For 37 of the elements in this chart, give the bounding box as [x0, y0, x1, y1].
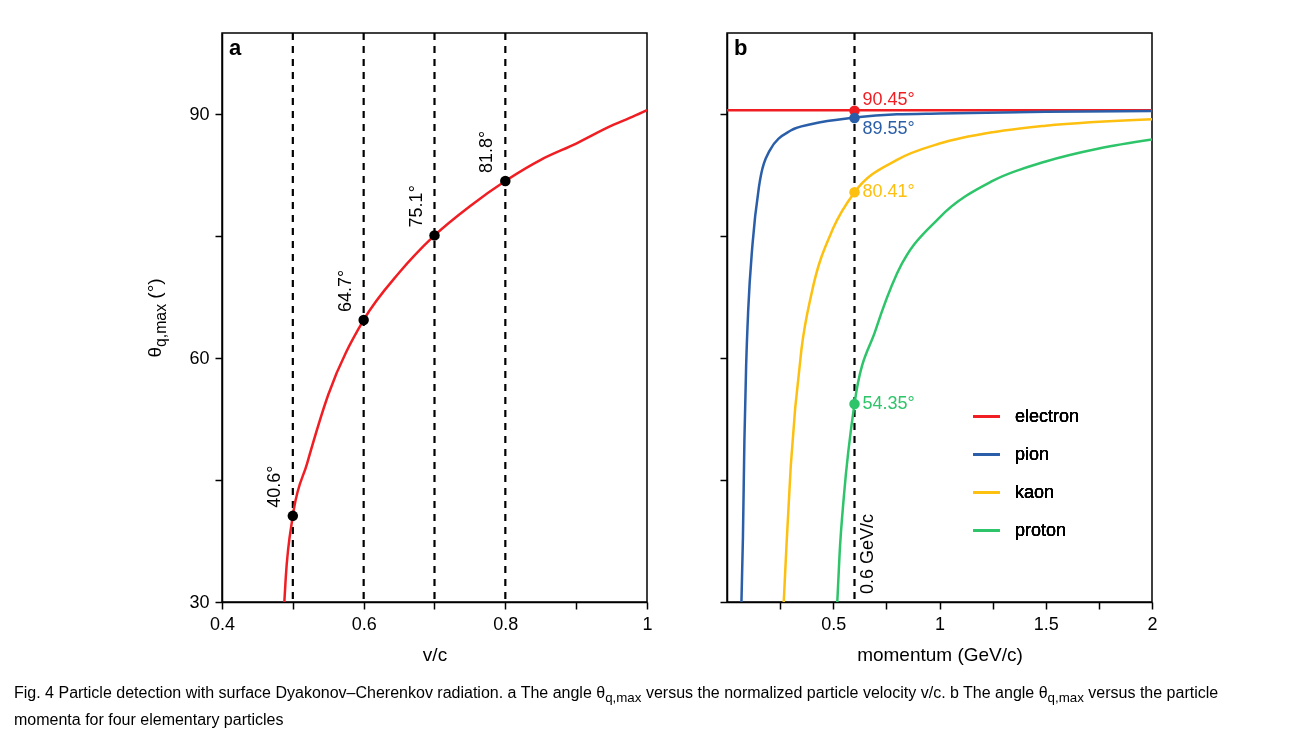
- legend-label: proton: [1015, 519, 1067, 540]
- text: Fig. 4 Particle detection with surface Dyakonov–Cherenkov radiation. a The angle θ$_{q,max}$ versus the normalized particle velocity v/c. b The angle θ$_{q,max}$ versus the particle momenta for four elementary particles: [14, 684, 1219, 729]
- x-axis-title: v/c: [422, 643, 448, 665]
- legend-label: kaon: [1015, 481, 1055, 502]
- x-axis-title: momentum (GeV/c): [857, 643, 1023, 665]
- data-label: 89.55°: [862, 117, 915, 138]
- y-tick-label: 30: [189, 591, 210, 612]
- x-tick-label: 0.6: [351, 613, 377, 634]
- legend-label: electron: [1015, 405, 1080, 426]
- x-tick-label: 1.5: [1033, 613, 1059, 634]
- x-tick-label: 0.4: [209, 613, 236, 634]
- data-label: 64.7°: [334, 269, 355, 312]
- point: [849, 187, 860, 198]
- x-tick-label: 0.8: [493, 613, 519, 634]
- data-label: 81.8°: [476, 130, 497, 173]
- legend-label: pion: [1015, 443, 1050, 464]
- x-tick-label: 0.5: [821, 613, 847, 634]
- point: [849, 398, 860, 410]
- point: [429, 230, 440, 241]
- annotation: a: [229, 35, 242, 60]
- point: [849, 112, 860, 124]
- data-label: 80.41°: [862, 181, 915, 202]
- data-label: 75.1°: [405, 185, 426, 228]
- annotation: b: [734, 35, 748, 60]
- line-series: [283, 108, 647, 602]
- y-tick-label: 60: [189, 347, 210, 368]
- x-tick-label: 2: [1147, 613, 1158, 634]
- y-tick-label: 90: [189, 103, 210, 124]
- data-label: 90.45°: [862, 88, 915, 109]
- data-label: 40.6°: [263, 465, 284, 508]
- point: [500, 175, 511, 187]
- x-tick-label: 1: [642, 613, 653, 634]
- ref-line-label: 0.6 GeV/c: [856, 513, 877, 594]
- point: [358, 314, 369, 326]
- data-label: 54.35°: [862, 393, 915, 414]
- x-tick-label: 1: [934, 613, 946, 634]
- point: [287, 510, 299, 522]
